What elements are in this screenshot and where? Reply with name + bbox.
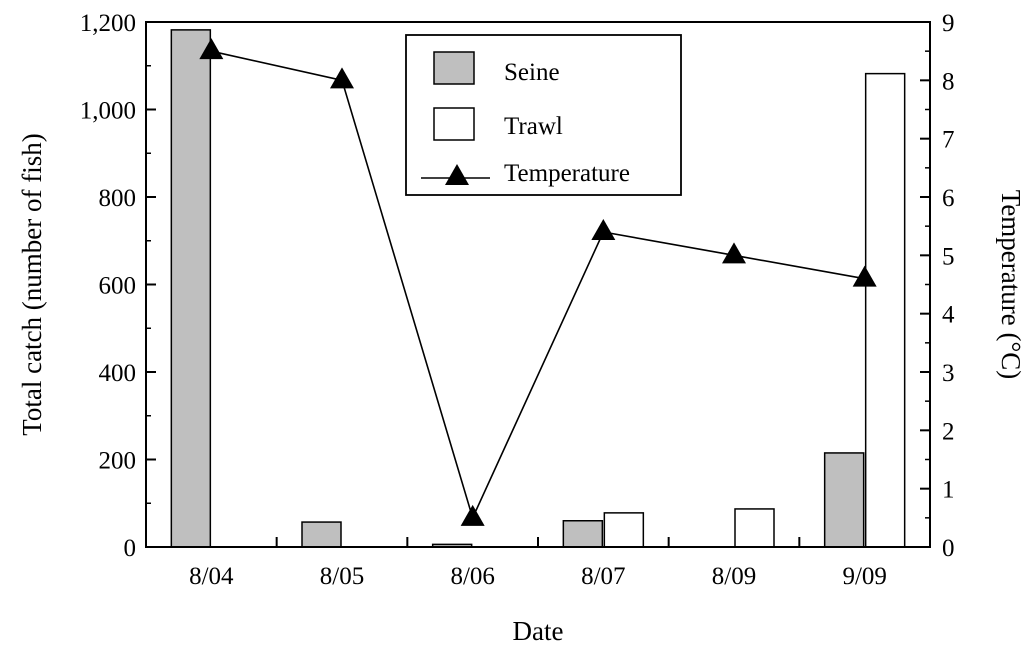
temperature-marker-4 — [722, 242, 746, 264]
y2-tick-label-6: 6 — [942, 185, 955, 212]
temperature-marker-0 — [199, 38, 224, 60]
temperature-marker-3 — [591, 219, 616, 240]
legend-temperature-marker — [445, 164, 469, 185]
y-tick-label-6: 1,200 — [80, 10, 136, 37]
y-tick-label-2: 400 — [99, 360, 137, 387]
bar-seine-1 — [301, 521, 342, 548]
y-tick-label-5: 1,000 — [80, 98, 136, 125]
x-tick-label-0: 8/04 — [189, 563, 234, 590]
x-tick-label-5: 9/09 — [842, 563, 886, 590]
x-tick-label-3: 8/07 — [581, 563, 625, 590]
legend-trawl-label: Trawl — [504, 113, 563, 140]
bar-trawl-3 — [603, 512, 645, 548]
y2-tick-label-5: 5 — [942, 243, 955, 270]
y-tick-label-0: 0 — [124, 535, 137, 562]
y-axis-title: Total catch (number of fish) — [17, 133, 47, 436]
y2-tick-label-8: 8 — [942, 68, 955, 95]
bar-trawl-5 — [864, 72, 906, 548]
temperature-marker-1 — [330, 67, 354, 89]
y2-tick-label-4: 4 — [942, 302, 955, 329]
y2-tick-label-0: 0 — [942, 535, 955, 562]
bar-seine-3 — [562, 520, 604, 548]
legend-seine-swatch — [433, 51, 475, 85]
y2-tick-label-2: 2 — [942, 418, 955, 445]
x-tick-label-2: 8/06 — [450, 563, 494, 590]
x-tick-label-1: 8/05 — [320, 563, 364, 590]
x-tick-label-4: 8/09 — [712, 563, 756, 590]
bar-seine-5 — [823, 452, 865, 548]
bar-trawl-4 — [734, 508, 775, 548]
x-axis-title: Date — [513, 616, 564, 646]
legend: Seine Trawl Temperature — [405, 34, 682, 196]
temperature-line — [211, 50, 865, 521]
temperature-marker-5 — [852, 265, 877, 287]
y-tick-label-1: 200 — [99, 448, 137, 475]
y-tick-label-3: 600 — [99, 273, 137, 300]
temperature-marker-2 — [460, 504, 485, 526]
y2-tick-label-3: 3 — [942, 360, 955, 387]
y2-tick-label-1: 1 — [942, 477, 955, 504]
y-tick-label-4: 800 — [99, 185, 137, 212]
bar-seine-0 — [170, 29, 212, 548]
legend-seine-label: Seine — [504, 59, 560, 86]
y2-axis-title: Temperature (°C) — [996, 190, 1026, 380]
bars-layer — [170, 29, 906, 548]
y2-tick-label-9: 9 — [942, 10, 955, 37]
y2-tick-label-7: 7 — [942, 127, 955, 154]
axes-layer: 0 200 400 600 800 1,000 1,200 0 1 2 3 4 5 6 7 8 9 8/04 8/0… — [80, 10, 955, 590]
legend-temperature-label: Temperature — [504, 160, 630, 187]
temperature-line-layer — [199, 38, 877, 526]
legend-trawl-swatch — [433, 107, 475, 141]
